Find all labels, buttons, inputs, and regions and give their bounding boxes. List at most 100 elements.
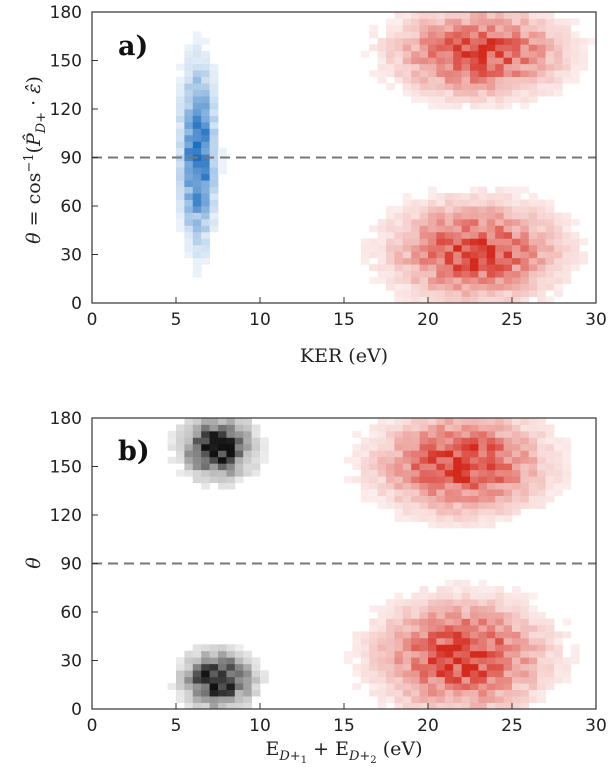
heat-cell xyxy=(528,650,538,658)
heat-cell xyxy=(192,186,202,194)
heat-cell xyxy=(503,218,513,226)
heat-cell xyxy=(444,102,454,110)
heat-cell xyxy=(495,663,504,671)
heat-cell xyxy=(486,102,496,110)
heat-cell xyxy=(470,476,479,484)
heat-cell xyxy=(419,424,429,432)
heat-cell xyxy=(478,489,488,496)
heat-cell xyxy=(201,109,210,116)
heat-cell xyxy=(192,57,202,65)
heat-cell xyxy=(537,206,546,213)
heat-cell xyxy=(192,206,202,213)
heat-cell xyxy=(184,424,194,432)
heat-cell xyxy=(428,218,437,226)
y-tick-label: 90 xyxy=(60,149,82,169)
heat-cell xyxy=(352,443,362,451)
heat-cell xyxy=(503,644,513,652)
heat-cell xyxy=(226,476,236,484)
heat-cell xyxy=(537,482,546,490)
heat-cell xyxy=(226,424,236,432)
heat-cell xyxy=(495,515,504,522)
heat-cell xyxy=(444,76,454,84)
heat-cell xyxy=(520,502,530,509)
heat-cell xyxy=(386,670,395,678)
heat-cell xyxy=(545,83,555,90)
heat-cell xyxy=(386,44,395,52)
heat-cell xyxy=(394,683,404,690)
heat-cell xyxy=(402,443,412,451)
heat-cell xyxy=(201,683,210,690)
heat-cell xyxy=(486,251,496,259)
heat-cell xyxy=(554,270,563,278)
heat-cell xyxy=(503,515,513,522)
heat-cell xyxy=(444,670,454,678)
heat-cell xyxy=(528,644,538,652)
heat-cell xyxy=(461,193,471,200)
heat-cell xyxy=(478,12,488,19)
heat-cell xyxy=(444,251,454,259)
heat-cell xyxy=(453,199,462,207)
heat-cell xyxy=(461,637,471,645)
heat-cell xyxy=(184,186,194,194)
heat-cell xyxy=(234,469,244,477)
heat-cell xyxy=(554,482,563,490)
heat-cell xyxy=(209,644,219,652)
heat-cell xyxy=(386,605,395,613)
heat-cell xyxy=(428,96,437,103)
x-tick-label: 15 xyxy=(333,716,355,736)
heat-cell xyxy=(453,502,462,509)
heat-cell xyxy=(461,83,471,90)
heat-cell xyxy=(512,592,521,600)
heat-cell xyxy=(176,180,185,187)
heat-cell xyxy=(251,456,261,464)
heat-cell xyxy=(411,605,420,613)
heat-cell xyxy=(360,50,370,58)
heat-cell xyxy=(537,663,546,671)
heat-cell xyxy=(428,18,437,26)
heat-cell xyxy=(184,115,194,123)
heat-cell xyxy=(394,63,404,71)
heat-cell xyxy=(394,24,404,32)
heat-cell xyxy=(453,489,462,496)
heat-cell xyxy=(377,50,387,58)
heat-cell xyxy=(453,631,462,639)
heat-cell xyxy=(386,264,395,272)
heat-cell xyxy=(428,508,437,516)
heat-cell xyxy=(192,173,202,181)
heat-cell xyxy=(512,696,521,703)
heat-cell xyxy=(444,612,454,619)
heat-cell xyxy=(352,430,362,438)
heat-cell xyxy=(545,670,555,678)
heat-cell xyxy=(503,24,513,32)
heat-cell xyxy=(201,212,210,220)
heat-cell xyxy=(436,199,446,207)
heat-cell xyxy=(537,495,546,503)
heat-cell xyxy=(444,696,454,703)
heat-cell xyxy=(554,631,563,639)
heat-cell xyxy=(176,115,185,123)
heat-cell xyxy=(461,206,471,213)
heat-cell xyxy=(528,218,538,226)
heat-cell xyxy=(570,44,580,52)
y-tick-label: 120 xyxy=(50,506,82,526)
heat-cell xyxy=(461,696,471,703)
heat-cell xyxy=(528,31,538,39)
y-tick-label: 30 xyxy=(60,652,82,672)
heat-cell xyxy=(537,437,546,445)
heat-cell xyxy=(478,689,488,697)
heat-cell xyxy=(218,657,227,665)
heat-cell xyxy=(453,450,462,458)
heat-cell xyxy=(461,586,471,593)
heat-cell xyxy=(436,96,446,103)
heat-cell xyxy=(545,37,555,45)
heat-cell xyxy=(377,57,387,65)
heat-cell xyxy=(453,193,462,200)
heat-cell xyxy=(419,283,429,291)
heat-cell xyxy=(436,508,446,516)
heat-cell xyxy=(386,456,395,464)
heat-cell xyxy=(402,225,412,233)
heat-cell xyxy=(394,508,404,516)
heat-cell xyxy=(394,476,404,484)
heat-cell xyxy=(402,515,412,522)
heat-cell xyxy=(201,141,210,149)
